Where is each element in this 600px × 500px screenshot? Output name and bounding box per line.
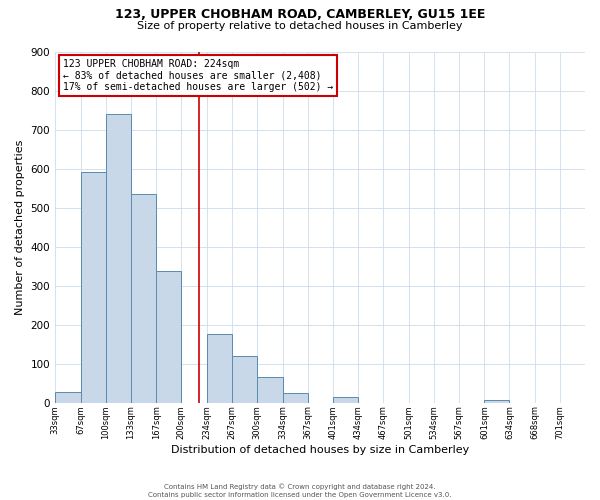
Bar [106, 114, 131, 403]
Bar [484, 400, 509, 402]
Text: Size of property relative to detached houses in Camberley: Size of property relative to detached ho… [137, 21, 463, 31]
Bar [257, 378, 283, 402]
Bar [207, 334, 232, 402]
Bar [131, 194, 157, 402]
Text: Contains HM Land Registry data © Crown copyright and database right 2024.
Contai: Contains HM Land Registry data © Crown c… [148, 484, 452, 498]
Bar [283, 393, 308, 402]
Text: 123, UPPER CHOBHAM ROAD, CAMBERLEY, GU15 1EE: 123, UPPER CHOBHAM ROAD, CAMBERLEY, GU15… [115, 8, 485, 20]
Bar [157, 271, 181, 402]
X-axis label: Distribution of detached houses by size in Camberley: Distribution of detached houses by size … [171, 445, 469, 455]
Bar [55, 392, 81, 402]
Bar [333, 397, 358, 402]
Bar [232, 356, 257, 403]
Bar [81, 172, 106, 402]
Text: 123 UPPER CHOBHAM ROAD: 224sqm
← 83% of detached houses are smaller (2,408)
17% : 123 UPPER CHOBHAM ROAD: 224sqm ← 83% of … [63, 58, 333, 92]
Y-axis label: Number of detached properties: Number of detached properties [15, 140, 25, 315]
